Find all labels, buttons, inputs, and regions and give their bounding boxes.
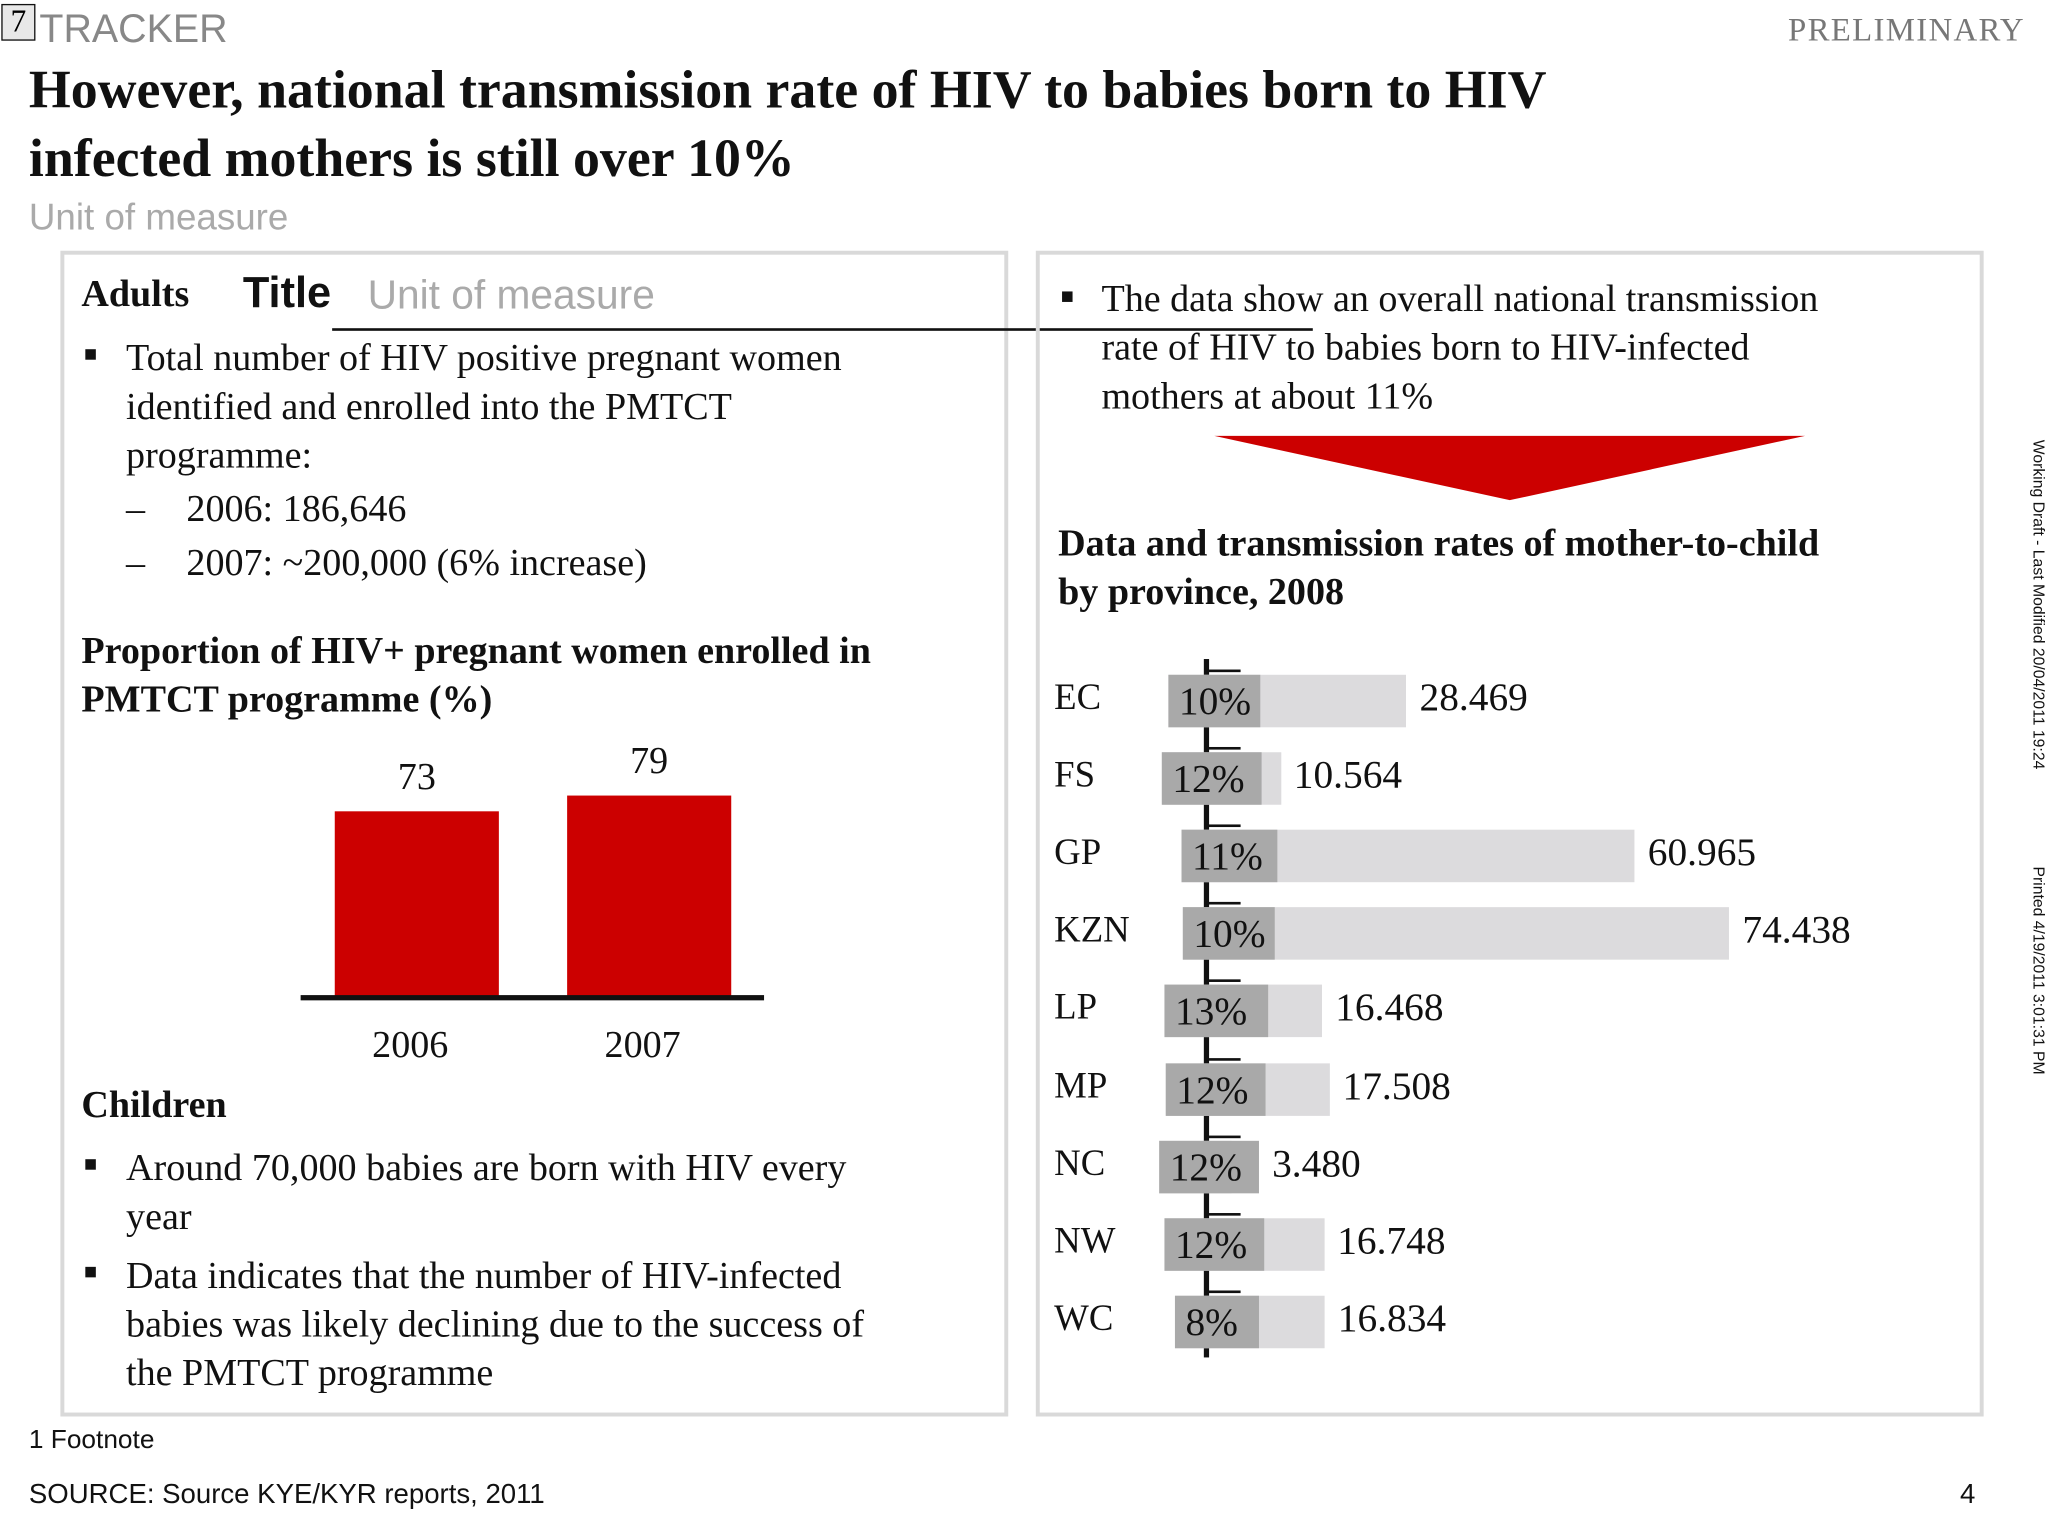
x-tick-label: 2006 [372,1023,449,1066]
axis-tick [1206,1290,1241,1293]
volume-value-label: 3.480 [1272,1141,1361,1185]
province-label: GP [1054,832,1102,874]
axis-tick [1206,1135,1241,1138]
adults-heading: Adults [81,273,190,316]
right-bullet-line: mothers at about 11% [1101,375,1434,418]
province-label: NC [1054,1142,1106,1184]
right-panel [1035,250,1984,1417]
province-label: NW [1054,1220,1116,1262]
footnote: 1 Footnote [28,1425,155,1455]
left-chart-title: PMTCT programme (%) [81,678,493,721]
adults-bullet-line: identified and enrolled into the PMTCT [126,385,732,428]
bar-2006 [334,811,499,998]
bar-value-label: 73 [397,755,436,798]
province-label: KZN [1054,910,1130,951]
province-label: WC [1054,1298,1114,1339]
rate-bar-KZN: 10% [1182,907,1275,961]
children-bullet-line: the PMTCT programme [126,1352,494,1395]
axis-tick [1206,669,1241,673]
rate-bar-LP: 13% [1164,985,1269,1038]
axis-tick [1206,1057,1241,1061]
preliminary-label: PRELIMINARY [1788,13,2025,49]
province-label: FS [1054,754,1096,796]
tracker-label: TRACKER [39,7,228,52]
source-line: SOURCE: Source KYE/KYR reports, 2011 [29,1480,545,1512]
axis-tick [1206,1212,1241,1216]
ghost-unit: Unit of measure [367,271,655,318]
axis-tick [1206,747,1241,750]
children-bullet-line: Data indicates that the number of HIV-in… [126,1255,842,1298]
adults-bullet-line: programme: [126,434,313,477]
right-bullet-line: rate of HIV to babies born to HIV-infect… [1101,326,1750,369]
volume-value-label: 16.834 [1337,1296,1447,1341]
source-ghost: Source [162,1479,250,1510]
source-text: KYE/KYR reports, 2011 [257,1479,545,1510]
rate-bar-GP: 11% [1181,829,1278,883]
bar-2007 [567,795,732,998]
right-chart-title: by province, 2008 [1058,571,1345,614]
source-prefix: SOURCE: [28,1479,163,1510]
volume-value-label: 10.564 [1293,753,1403,797]
children-bullet-line: babies was likely declining due to the s… [126,1303,865,1346]
bullet-icon [1062,291,1073,302]
page-badge: 7 [1,3,36,41]
children-bullet-line: Around 70,000 babies are born with HIV e… [126,1147,847,1190]
right-bullet-line: The data show an overall national transm… [1101,278,1819,321]
axis-tick [1206,824,1241,828]
volume-value-label: 60.965 [1647,831,1757,875]
page-number: 4 [1960,1479,1976,1510]
bullet-icon [85,1266,96,1278]
rate-bar-NW: 12% [1164,1217,1265,1271]
axis-tick [1206,902,1241,905]
dash-icon: – [126,542,146,585]
down-arrow-icon [1214,435,1806,501]
volume-value-label: 28.469 [1419,676,1528,720]
volume-value-label: 16.468 [1335,986,1444,1030]
page-title-line-1: However, national transmission rate of H… [28,59,1547,120]
rate-bar-FS: 12% [1161,752,1262,805]
adults-bullet-line: Total number of HIV positive pregnant wo… [126,337,842,380]
right-chart-title: Data and transmission rates of mother-to… [1058,522,1820,565]
bar-value-label: 79 [630,740,669,783]
rate-bar-NC: 12% [1159,1140,1259,1193]
volume-value-label: 16.748 [1337,1219,1446,1263]
left-chart-title: Proportion of HIV+ pregnant women enroll… [81,630,871,673]
rate-bar-WC: 8% [1174,1295,1259,1348]
x-axis-line [300,995,765,1001]
rate-bar-EC: 10% [1168,674,1261,728]
axis-tick [1206,979,1241,983]
x-tick-label: 2007 [604,1023,681,1066]
children-heading: Children [81,1084,227,1127]
page-title-line-2: infected mothers is still over 10% [28,127,795,188]
province-label: EC [1054,677,1102,719]
rate-bar-MP: 12% [1165,1062,1266,1116]
sub-item-2006: 2006: 186,646 [186,488,407,531]
ghost-title: Title [242,267,332,317]
dash-icon: – [126,488,146,531]
bullet-icon [85,1159,96,1170]
volume-value-label: 74.438 [1742,908,1851,953]
side-note-printed: Printed 4/19/2011 3:01:31 PM [2029,866,2048,1075]
province-label: MP [1054,1065,1108,1107]
side-note-modified: Working Draft - Last Modified 20/04/2011… [2029,439,2048,770]
sub-item-2007: 2007: ~200,000 (6% increase) [186,542,647,585]
bullet-icon [85,349,96,360]
volume-value-label: 17.508 [1342,1064,1451,1108]
province-label: LP [1054,987,1098,1029]
left-panel [60,250,1009,1417]
unit-ghost: Unit of measure [28,196,289,238]
ghost-underline [332,328,1313,331]
children-bullet-line: year [126,1195,192,1238]
